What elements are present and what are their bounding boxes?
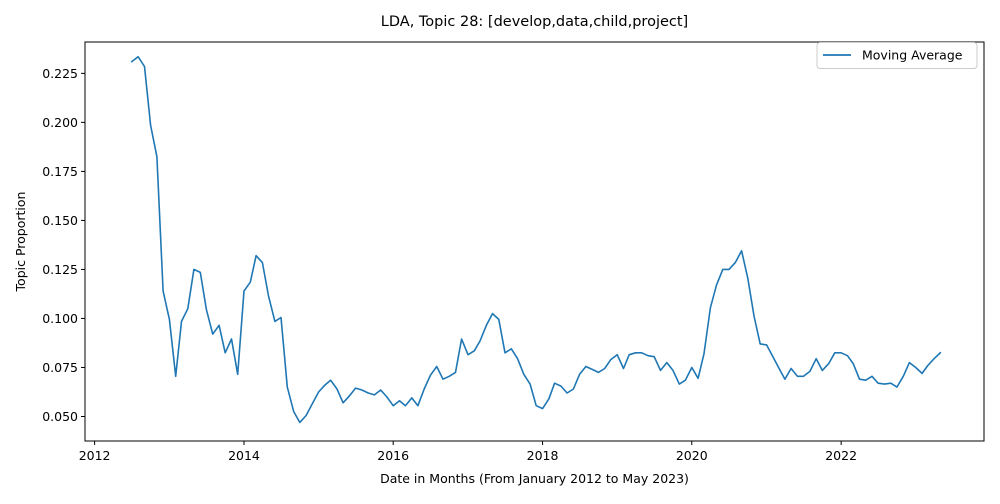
x-axis-label: Date in Months (From January 2012 to May… [380, 471, 689, 486]
x-tick-label: 2020 [676, 448, 708, 463]
x-tick-label: 2018 [527, 448, 559, 463]
y-axis-ticks: 0.050 0.075 0.100 0.125 0.150 0.175 0.200 0.225 [42, 66, 85, 424]
series-line-moving-average [130, 55, 942, 424]
x-tick-label: 2016 [377, 448, 409, 463]
chart-title: LDA, Topic 28: [develop,data,child,proje… [381, 14, 688, 30]
y-tick-label: 0.125 [42, 262, 78, 277]
series-layer [130, 55, 942, 424]
legend: Moving Average [816, 42, 978, 69]
x-tick-label: 2022 [825, 448, 857, 463]
x-tick-label: 2012 [79, 448, 111, 463]
legend-box [816, 42, 978, 69]
y-tick-label: 0.050 [42, 409, 78, 424]
x-tick-label: 2014 [228, 448, 260, 463]
y-tick-label: 0.100 [42, 311, 78, 326]
plot-area-frame [84, 41, 985, 442]
legend-label-moving-average: Moving Average [862, 48, 963, 63]
y-axis-label: Topic Proportion [13, 192, 28, 293]
y-tick-label: 0.200 [42, 115, 78, 130]
y-tick-label: 0.175 [42, 164, 78, 179]
y-tick-label: 0.225 [42, 66, 78, 81]
y-tick-label: 0.150 [42, 213, 78, 228]
x-axis-ticks: 2012 2014 2016 2018 2020 2022 [79, 441, 857, 463]
y-tick-label: 0.075 [42, 360, 78, 375]
